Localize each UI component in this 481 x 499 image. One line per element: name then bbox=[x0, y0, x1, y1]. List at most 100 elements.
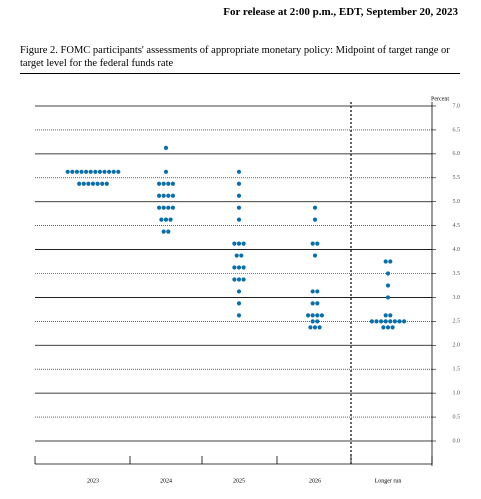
dot bbox=[74, 169, 79, 174]
dot bbox=[88, 169, 93, 174]
dot bbox=[369, 319, 374, 324]
dot bbox=[392, 319, 397, 324]
dot bbox=[77, 181, 82, 186]
y-tick-label: 6.5 bbox=[453, 127, 461, 133]
dot bbox=[166, 229, 171, 234]
dot bbox=[90, 181, 96, 186]
dot bbox=[236, 313, 242, 318]
dot bbox=[310, 313, 315, 318]
dot bbox=[383, 259, 388, 264]
dot bbox=[232, 241, 237, 246]
y-tick-label: 0.0 bbox=[453, 438, 461, 444]
dot bbox=[241, 265, 246, 270]
x-tick-label: 2023 bbox=[87, 478, 99, 484]
dot bbox=[315, 319, 320, 324]
dot bbox=[306, 313, 311, 318]
dot bbox=[319, 313, 324, 318]
dot bbox=[166, 193, 171, 198]
dot bbox=[157, 181, 162, 186]
dot bbox=[236, 205, 242, 210]
dot bbox=[100, 181, 105, 186]
y-tick-label: 2.5 bbox=[453, 319, 461, 325]
dot bbox=[397, 319, 402, 324]
dot bbox=[234, 253, 239, 258]
dot bbox=[381, 325, 386, 330]
dot bbox=[385, 271, 391, 276]
dot bbox=[236, 193, 242, 198]
dot bbox=[236, 217, 242, 222]
y-axis-label: Percent bbox=[431, 96, 449, 102]
y-tick-label: 1.5 bbox=[453, 367, 461, 373]
dot bbox=[385, 295, 391, 300]
y-tick-label: 1.0 bbox=[453, 391, 461, 397]
dot bbox=[170, 205, 175, 210]
dot bbox=[312, 205, 318, 210]
dot bbox=[161, 205, 166, 210]
dot bbox=[166, 181, 171, 186]
dot bbox=[102, 169, 107, 174]
dot bbox=[310, 301, 315, 306]
dot bbox=[232, 265, 237, 270]
dot bbox=[383, 319, 388, 324]
dot bbox=[312, 325, 318, 330]
dot bbox=[170, 193, 175, 198]
y-tick-label: 5.5 bbox=[453, 175, 461, 181]
dot bbox=[312, 217, 318, 222]
dot bbox=[315, 301, 320, 306]
dot bbox=[170, 181, 175, 186]
dot bbox=[161, 193, 166, 198]
dot bbox=[97, 169, 102, 174]
y-tick-label: 4.5 bbox=[453, 223, 461, 229]
dot bbox=[383, 313, 388, 318]
y-tick-label: 0.5 bbox=[453, 414, 461, 420]
dot bbox=[385, 325, 391, 330]
dot bbox=[161, 229, 166, 234]
dot bbox=[315, 313, 320, 318]
dot bbox=[111, 169, 116, 174]
dot bbox=[236, 169, 242, 174]
dot bbox=[104, 181, 109, 186]
dot bbox=[315, 241, 320, 246]
dot bbox=[107, 169, 112, 174]
dot bbox=[65, 169, 70, 174]
y-tick-label: 5.0 bbox=[453, 199, 461, 205]
dot bbox=[236, 289, 242, 294]
dot bbox=[163, 217, 169, 222]
dot bbox=[236, 181, 242, 186]
y-tick-label: 3.0 bbox=[453, 295, 461, 301]
release-header: For release at 2:00 p.m., EDT, September… bbox=[223, 6, 458, 18]
dot bbox=[116, 169, 121, 174]
dot bbox=[315, 289, 320, 294]
dot bbox=[317, 325, 322, 330]
x-tick-label: 2024 bbox=[160, 478, 172, 484]
dot bbox=[163, 169, 169, 174]
dot bbox=[236, 265, 242, 270]
dot bbox=[86, 181, 91, 186]
dot bbox=[81, 181, 86, 186]
dot bbox=[93, 169, 98, 174]
dot bbox=[168, 217, 173, 222]
dot bbox=[388, 319, 393, 324]
dot bbox=[390, 325, 395, 330]
y-tick-label: 6.0 bbox=[453, 151, 461, 157]
dot bbox=[79, 169, 84, 174]
y-tick-label: 7.0 bbox=[453, 103, 461, 109]
dot bbox=[241, 277, 246, 282]
dot bbox=[163, 145, 169, 150]
dot bbox=[236, 301, 242, 306]
dot bbox=[232, 277, 237, 282]
dot bbox=[95, 181, 100, 186]
x-tick-label: Longer run bbox=[375, 478, 402, 484]
dot bbox=[385, 283, 391, 288]
dot bbox=[310, 319, 315, 324]
dot bbox=[388, 313, 393, 318]
dot bbox=[310, 241, 315, 246]
dot bbox=[236, 241, 242, 246]
dot bbox=[161, 181, 166, 186]
dot bbox=[402, 319, 407, 324]
dot bbox=[157, 193, 162, 198]
y-tick-label: 2.0 bbox=[453, 343, 461, 349]
dot bbox=[241, 241, 246, 246]
